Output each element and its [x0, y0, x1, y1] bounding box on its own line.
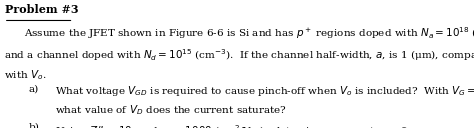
Text: b): b): [28, 123, 39, 128]
Text: with $V_o$.: with $V_o$.: [4, 68, 46, 82]
Text: Using $Z/L = 10$, and $\mu_n = 1000$ (cm$^2$/V·s), plot using a computer softwar: Using $Z/L = 10$, and $\mu_n = 1000$ (cm…: [55, 123, 474, 128]
Text: and a channel doped with $N_d = 10^{15}$ (cm$^{-3}$).  If the channel half-width: and a channel doped with $N_d = 10^{15}$…: [4, 47, 474, 64]
Text: what value of $V_D$ does the current saturate?: what value of $V_D$ does the current sat…: [55, 104, 286, 118]
Text: What voltage $V_{GD}$ is required to cause pinch-off when $V_o$ is included?  Wi: What voltage $V_{GD}$ is required to cau…: [55, 84, 474, 98]
Text: Assume the JFET shown in Figure 6-6 is Si and has $p^+$ regions doped with $N_a : Assume the JFET shown in Figure 6-6 is S…: [24, 26, 474, 41]
Text: a): a): [28, 84, 39, 93]
Text: Problem #3: Problem #3: [5, 4, 78, 15]
